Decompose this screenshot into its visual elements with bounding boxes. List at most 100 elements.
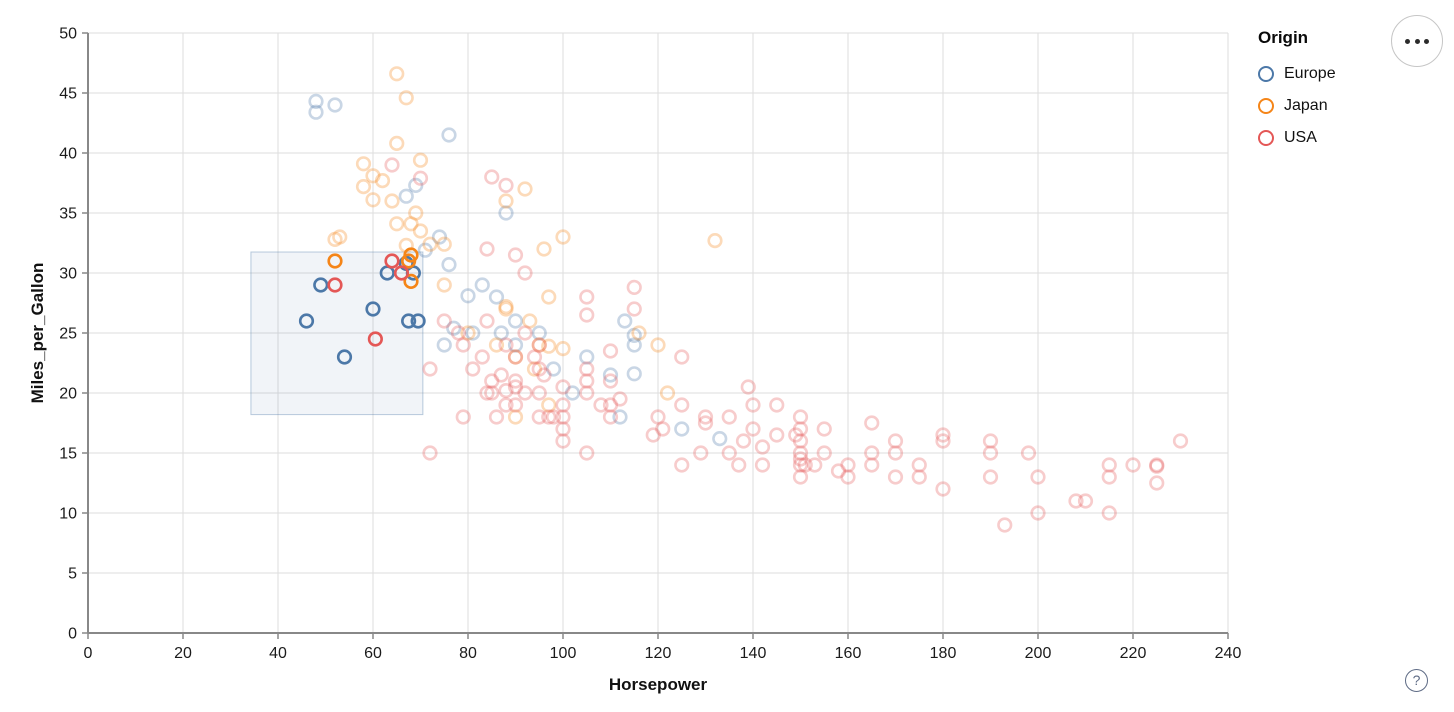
data-point-usa[interactable] [517, 325, 533, 341]
data-point-usa[interactable] [479, 313, 495, 329]
data-point-usa[interactable] [792, 445, 809, 461]
data-point-japan[interactable] [436, 236, 452, 252]
data-point-europe[interactable] [308, 104, 324, 120]
data-point-usa[interactable] [935, 427, 951, 443]
data-point-japan[interactable] [555, 341, 571, 357]
data-point-usa[interactable] [626, 301, 642, 317]
data-point-usa[interactable] [1172, 433, 1189, 449]
data-point-usa[interactable] [593, 397, 609, 413]
data-point-usa[interactable] [721, 445, 737, 461]
data-point-usa[interactable] [455, 409, 471, 425]
data-point-usa[interactable] [911, 469, 927, 485]
data-point-usa[interactable] [792, 421, 809, 437]
data-point-usa[interactable] [498, 397, 514, 413]
data-point-usa[interactable] [731, 457, 747, 473]
data-point-usa[interactable] [507, 397, 524, 413]
data-point-europe[interactable] [579, 349, 595, 365]
data-point-usa[interactable] [545, 409, 562, 425]
data-point-usa[interactable] [807, 457, 823, 473]
data-point-usa[interactable] [507, 349, 524, 365]
data-point-europe[interactable] [446, 320, 462, 336]
data-point-usa[interactable] [769, 427, 785, 443]
data-point-europe[interactable] [507, 313, 524, 329]
data-point-usa[interactable] [1149, 475, 1165, 491]
data-point-usa[interactable] [612, 391, 628, 407]
data-point-japan[interactable] [522, 313, 538, 329]
data-point-usa[interactable] [1030, 505, 1046, 521]
data-point-europe[interactable] [436, 337, 452, 353]
data-point-usa[interactable] [792, 457, 809, 473]
data-point-japan[interactable] [408, 205, 424, 221]
data-point-usa[interactable] [864, 415, 880, 431]
data-point-usa[interactable] [792, 433, 809, 449]
data-point-usa[interactable] [526, 349, 543, 365]
data-point-usa[interactable] [1020, 445, 1037, 461]
data-point-usa[interactable] [1149, 457, 1165, 473]
data-point-japan[interactable] [389, 135, 405, 151]
data-point-usa[interactable] [555, 433, 571, 449]
data-point-usa[interactable] [531, 385, 547, 401]
data-point-usa[interactable] [479, 385, 495, 401]
data-point-japan[interactable] [403, 216, 419, 232]
data-point-europe[interactable] [441, 127, 457, 143]
data-point-europe[interactable] [507, 337, 524, 353]
data-point-usa[interactable] [1101, 469, 1117, 485]
data-point-japan[interactable] [555, 229, 571, 245]
data-point-japan[interactable] [389, 66, 405, 82]
data-point-usa[interactable] [531, 337, 547, 353]
data-point-usa[interactable] [517, 385, 533, 401]
data-point-japan[interactable] [389, 216, 405, 232]
data-point-usa[interactable] [498, 177, 514, 193]
data-point-usa[interactable] [384, 157, 400, 173]
data-point-usa[interactable] [1125, 457, 1141, 473]
data-point-usa[interactable] [579, 373, 595, 389]
data-point-usa[interactable] [422, 445, 438, 461]
data-point-europe[interactable] [712, 431, 728, 447]
data-point-usa[interactable] [484, 373, 500, 389]
data-point-usa[interactable] [769, 397, 785, 413]
data-point-usa[interactable] [935, 481, 951, 497]
data-point-europe[interactable] [401, 313, 417, 329]
data-point-usa[interactable] [864, 457, 880, 473]
data-point-europe[interactable] [626, 337, 642, 353]
data-point-usa[interactable] [982, 445, 999, 461]
data-point-usa[interactable] [531, 409, 547, 425]
data-point-usa[interactable] [864, 445, 880, 461]
data-point-japan[interactable] [498, 193, 514, 209]
data-point-europe[interactable] [626, 327, 642, 344]
data-point-usa[interactable] [602, 343, 619, 359]
data-point-europe[interactable] [431, 229, 448, 245]
data-point-usa[interactable] [1101, 457, 1117, 473]
data-point-usa[interactable] [1030, 469, 1046, 485]
data-point-japan[interactable] [517, 181, 533, 197]
data-point-usa[interactable] [840, 457, 856, 473]
data-point-usa[interactable] [393, 265, 410, 281]
data-point-europe[interactable] [327, 97, 343, 113]
data-point-usa[interactable] [887, 433, 904, 449]
data-point-japan[interactable] [536, 241, 552, 257]
data-point-japan[interactable] [460, 325, 476, 341]
data-point-usa[interactable] [697, 415, 714, 431]
data-point-usa[interactable] [816, 421, 832, 437]
data-point-japan[interactable] [365, 168, 381, 184]
data-point-europe[interactable] [564, 385, 581, 401]
data-point-europe[interactable] [336, 349, 353, 365]
data-point-europe[interactable] [498, 205, 514, 221]
data-point-europe[interactable] [493, 325, 509, 341]
data-point-usa[interactable] [555, 397, 571, 413]
data-point-japan[interactable] [541, 338, 557, 354]
data-point-usa[interactable] [650, 409, 666, 425]
data-point-usa[interactable] [740, 379, 756, 395]
data-point-usa[interactable] [474, 349, 490, 365]
data-point-europe[interactable] [365, 301, 381, 317]
data-point-europe[interactable] [460, 288, 476, 304]
data-point-usa[interactable] [422, 361, 438, 377]
data-point-usa[interactable] [693, 445, 709, 461]
data-point-usa[interactable] [484, 385, 500, 401]
data-point-usa[interactable] [541, 409, 557, 425]
data-point-japan[interactable] [436, 277, 452, 293]
data-point-usa[interactable] [792, 409, 809, 425]
data-point-usa[interactable] [797, 457, 813, 473]
data-point-japan[interactable] [507, 349, 524, 365]
data-point-usa[interactable] [579, 361, 595, 377]
